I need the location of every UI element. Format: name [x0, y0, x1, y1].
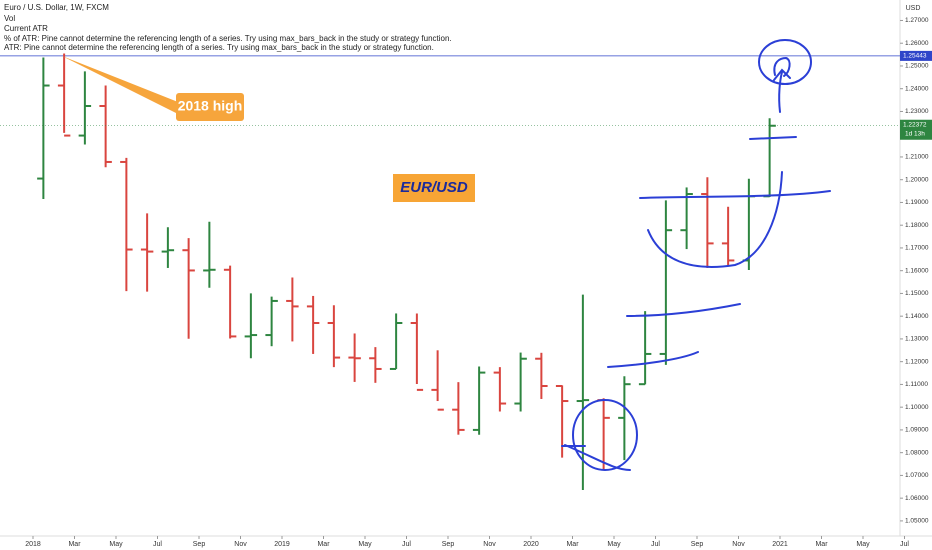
axis-unit: USD: [906, 5, 921, 12]
x-tick-label: Jul: [153, 541, 162, 548]
y-tick-label: 1.09000: [905, 427, 929, 434]
drawing: [639, 190, 831, 199]
x-tick-label: 2021: [772, 541, 788, 548]
price-tag-label: 1.25443: [903, 53, 927, 60]
x-tick-label: Jul: [651, 541, 660, 548]
y-tick-label: 1.20000: [905, 176, 929, 183]
drawing: [647, 171, 783, 268]
y-tick-label: 1.12000: [905, 358, 929, 365]
x-tick-label: Jul: [402, 541, 411, 548]
y-tick-label: 1.11000: [905, 381, 928, 388]
plot-area: [0, 53, 900, 490]
y-tick-label: 1.07000: [905, 472, 929, 479]
drawing: [773, 68, 791, 113]
y-tick-label: 1.25000: [905, 63, 929, 70]
x-tick-label: 2018: [25, 541, 41, 548]
indicator-label: ATR: Pine cannot determine the referenci…: [4, 43, 434, 52]
drawing: [626, 303, 741, 317]
x-tick-label: Mar: [815, 541, 828, 548]
label-text: EUR/USD: [400, 179, 468, 196]
x-tick-label: Nov: [732, 541, 745, 548]
x-tick-label: Mar: [68, 541, 81, 548]
x-tick-label: May: [607, 541, 621, 548]
y-tick-label: 1.26000: [905, 40, 929, 47]
x-tick-label: Nov: [483, 541, 496, 548]
drawing: [564, 444, 631, 471]
drawings: [561, 39, 831, 471]
y-tick-label: 1.23000: [905, 108, 929, 115]
x-tick-label: May: [358, 541, 372, 548]
y-tick-label: 1.18000: [905, 222, 929, 229]
y-tick-label: 1.24000: [905, 85, 929, 92]
x-tick-label: Jul: [900, 541, 909, 548]
y-tick-label: 1.17000: [905, 245, 929, 252]
drawing: [749, 136, 797, 140]
chart-title: Euro / U.S. Dollar, 1W, FXCM: [4, 3, 109, 12]
drawing: [572, 399, 638, 471]
y-tick-label: 1.16000: [905, 267, 929, 274]
indicator-label: Current ATR: [4, 24, 48, 33]
drawing: [607, 351, 699, 368]
x-tick-label: 2020: [523, 541, 539, 548]
y-tick-label: 1.14000: [905, 313, 929, 320]
price-tag: [900, 50, 932, 61]
callout-text: 2018 high: [178, 98, 243, 114]
drawing: [773, 56, 791, 77]
callout-pointer: [62, 56, 178, 114]
x-tick-label: May: [856, 541, 870, 548]
y-tick-label: 1.10000: [905, 404, 929, 411]
callout-box: [176, 93, 244, 121]
y-tick-label: 1.08000: [905, 449, 929, 456]
countdown-label: 1d 13h: [905, 130, 925, 137]
x-tick-label: Mar: [566, 541, 579, 548]
indicator-label: % of ATR: Pine cannot determine the refe…: [4, 34, 452, 43]
x-tick-label: Mar: [317, 541, 330, 548]
price-tag-label: 1.22372: [903, 121, 927, 128]
x-tick-label: Nov: [234, 541, 247, 548]
drawing: [758, 39, 812, 85]
indicator-label: Vol: [4, 14, 15, 23]
x-tick-label: 2019: [274, 541, 290, 548]
y-tick-label: 1.27000: [905, 17, 929, 24]
y-tick-label: 1.06000: [905, 495, 929, 502]
price-tag: [900, 119, 932, 140]
y-tick-label: 1.21000: [905, 154, 929, 161]
x-tick-label: Sep: [193, 541, 206, 548]
label-box: [393, 174, 475, 202]
y-tick-label: 1.19000: [905, 199, 929, 206]
y-tick-label: 1.05000: [905, 518, 929, 525]
y-tick-label: 1.15000: [905, 290, 929, 297]
y-tick-label: 1.13000: [905, 336, 929, 343]
x-tick-label: May: [109, 541, 123, 548]
x-tick-label: Sep: [691, 541, 704, 548]
x-tick-label: Sep: [442, 541, 455, 548]
